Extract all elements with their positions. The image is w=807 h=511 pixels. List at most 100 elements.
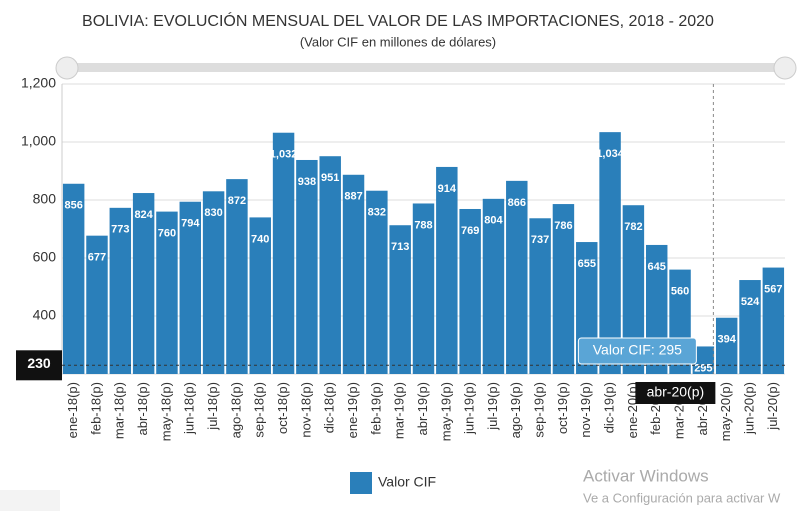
value-label: 560 <box>671 286 689 298</box>
bar <box>249 217 271 374</box>
bar <box>739 280 761 374</box>
bar <box>692 346 715 374</box>
x-tick-label: sep-19(p) <box>532 382 547 438</box>
bar <box>226 179 248 374</box>
value-label: 804 <box>484 215 503 227</box>
value-label: 645 <box>648 261 666 273</box>
tooltip-bg <box>577 337 697 365</box>
y-tick-label: 1,000 <box>21 133 56 149</box>
tooltip: Valor CIF: 295 <box>593 342 682 358</box>
y-tick-label: 800 <box>33 191 57 207</box>
chart-title: BOLIVIA: EVOLUCIÓN MENSUAL DEL VALOR DE … <box>82 11 714 30</box>
x-tick-label: may-20(p) <box>718 382 733 441</box>
y-tick-label: 600 <box>33 249 57 265</box>
legend-swatch <box>350 472 372 494</box>
x-tick-label: sep-18(p) <box>252 382 267 438</box>
x-tick-label: nov-19(p) <box>578 382 593 438</box>
value-label: 524 <box>741 296 760 308</box>
value-label: 866 <box>508 197 526 209</box>
value-label: 938 <box>298 176 316 188</box>
x-tick-label: mar-18(p) <box>112 382 127 439</box>
value-label: 788 <box>414 219 432 231</box>
value-label: 740 <box>251 233 269 245</box>
value-label: 567 <box>764 283 782 295</box>
bar <box>62 183 85 374</box>
x-tick-label: jul-18(p) <box>205 382 220 431</box>
bar <box>179 201 202 374</box>
x-tick-label: feb-18(p) <box>88 382 103 435</box>
x-tick-label: may-19(p) <box>438 382 453 441</box>
crosshair-label: 230 <box>27 355 51 371</box>
x-tick-label: oct-19(p) <box>555 382 570 434</box>
bar <box>272 132 295 374</box>
value-label: 713 <box>391 241 409 253</box>
bar <box>109 207 132 374</box>
bar <box>202 191 225 374</box>
value-label: 832 <box>368 207 386 219</box>
watermark: Activar Windows <box>583 466 709 485</box>
value-label: 1,034 <box>596 148 624 160</box>
value-label: 786 <box>554 220 572 232</box>
slider-handle[interactable] <box>55 56 79 80</box>
bar <box>459 208 481 374</box>
x-tick-label: feb-19(p) <box>368 382 383 435</box>
value-label: 760 <box>158 228 176 240</box>
value-label: 769 <box>461 225 479 237</box>
bar <box>132 193 155 374</box>
x-tick-label: jul-19(p) <box>485 382 500 431</box>
value-label: 737 <box>531 234 549 246</box>
range-slider[interactable] <box>66 63 786 72</box>
bar <box>156 211 178 374</box>
watermark: Ve a Configuración para activar W <box>583 490 781 505</box>
x-tick-label: jun-20(p) <box>741 382 756 435</box>
x-tick-label: ago-19(p) <box>508 382 523 438</box>
value-label: 872 <box>228 195 246 207</box>
x-tick-label: may-18(p) <box>158 382 173 441</box>
value-label: 856 <box>64 200 82 212</box>
value-label: 773 <box>111 224 129 236</box>
value-label: 887 <box>344 191 362 203</box>
x-tick-label: mar-19(p) <box>392 382 407 439</box>
bar <box>506 180 528 374</box>
bar <box>366 190 388 374</box>
x-tick-label: jun-19(p) <box>462 382 477 435</box>
category-label: abr-20(p) <box>647 384 705 400</box>
y-tick-label: 400 <box>33 307 57 323</box>
x-tick-label: dic-18(p) <box>322 382 337 433</box>
x-tick-label: ene-19(p) <box>345 382 360 438</box>
value-label: 794 <box>181 218 200 230</box>
value-label: 394 <box>718 334 737 346</box>
bar <box>296 159 318 374</box>
bar <box>412 203 435 374</box>
value-label: 782 <box>624 221 642 233</box>
bar <box>342 174 365 374</box>
slider-handle[interactable] <box>773 56 797 80</box>
legend-label: Valor CIF <box>378 474 436 490</box>
bar <box>86 235 108 374</box>
bar <box>389 225 411 374</box>
panel <box>0 490 60 511</box>
value-label: 295 <box>694 362 712 374</box>
x-tick-label: abr-18(p) <box>135 382 150 435</box>
crosshair-label-bg <box>16 350 62 381</box>
value-label: 824 <box>134 209 153 221</box>
bar <box>622 205 645 374</box>
value-label: 1,032 <box>270 149 298 161</box>
bar <box>529 218 551 374</box>
bar <box>482 198 505 374</box>
y-tick-label: 1,200 <box>21 75 56 91</box>
x-tick-label: nov-18(p) <box>298 382 313 438</box>
value-label: 677 <box>88 252 106 264</box>
x-tick-label: jun-18(p) <box>182 382 197 435</box>
category-label-bg <box>635 382 716 404</box>
bar <box>319 156 341 374</box>
x-tick-label: dic-19(p) <box>602 382 617 433</box>
value-label: 951 <box>321 172 339 184</box>
value-label: 830 <box>204 207 222 219</box>
chart-subtitle: (Valor CIF en millones de dólares) <box>300 34 496 49</box>
bar <box>436 166 458 374</box>
bar <box>552 204 575 374</box>
bar <box>762 267 785 374</box>
value-label: 655 <box>578 258 596 270</box>
